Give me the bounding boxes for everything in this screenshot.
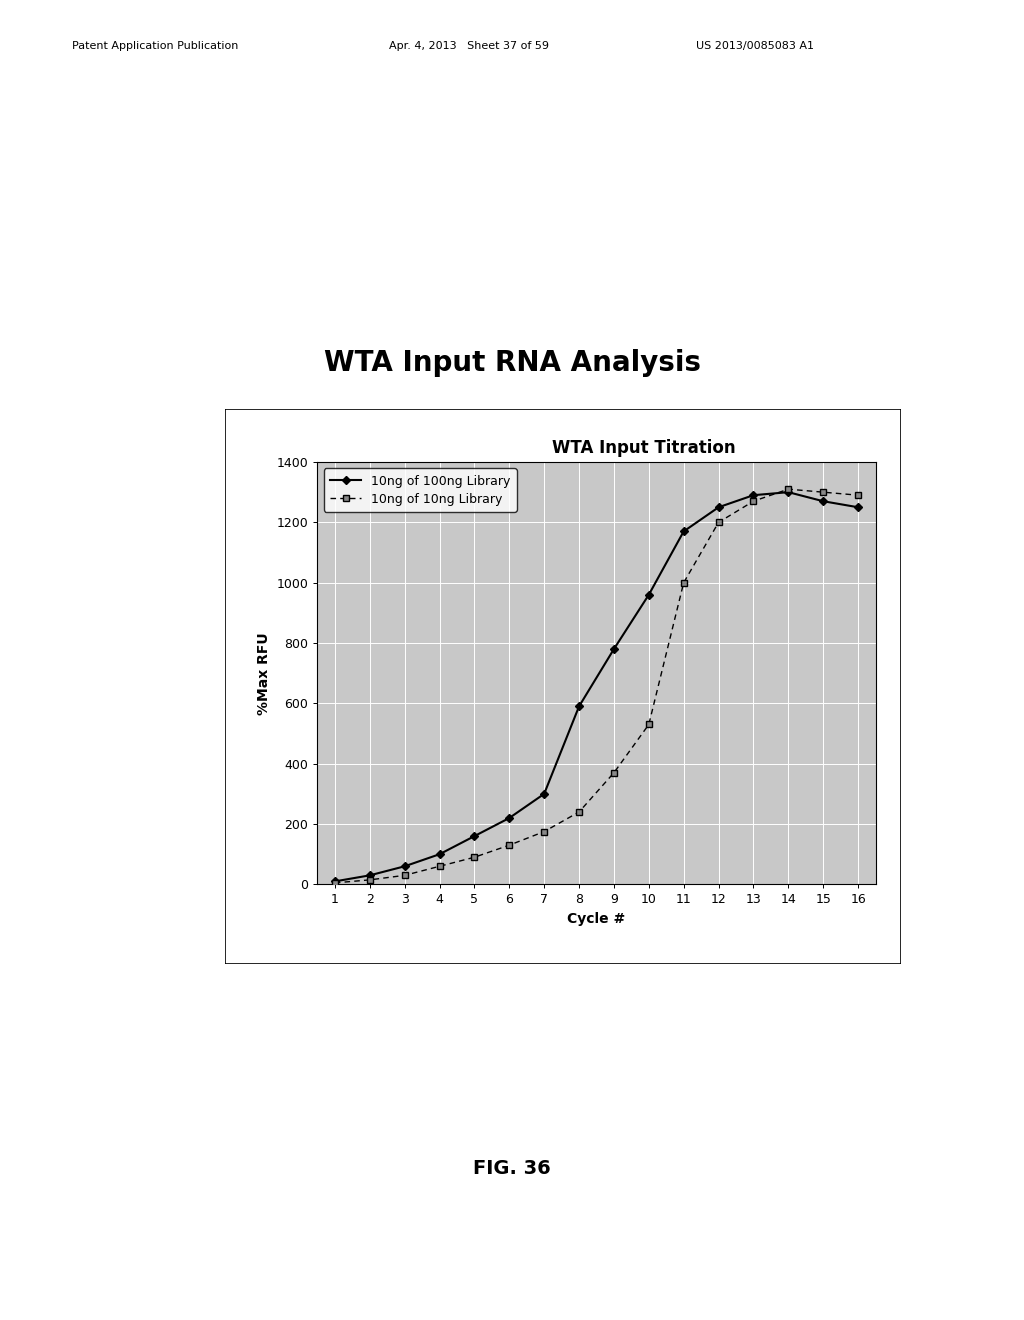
X-axis label: Cycle #: Cycle #: [567, 912, 626, 927]
10ng of 10ng Library: [782, 482, 795, 498]
10ng of 10ng Library: [364, 873, 376, 888]
Text: FIG. 36: FIG. 36: [473, 1159, 551, 1177]
10ng of 100ng Library: [817, 494, 829, 510]
Text: Patent Application Publication: Patent Application Publication: [72, 41, 238, 51]
10ng of 10ng Library: [433, 858, 445, 874]
10ng of 10ng Library: [643, 717, 655, 733]
10ng of 10ng Library: [817, 484, 829, 500]
10ng of 100ng Library: [852, 499, 864, 515]
10ng of 100ng Library: [713, 499, 725, 515]
10ng of 100ng Library: [538, 785, 550, 801]
10ng of 100ng Library: [782, 484, 795, 500]
10ng of 100ng Library: [678, 524, 690, 540]
10ng of 10ng Library: [398, 867, 411, 883]
10ng of 100ng Library: [433, 846, 445, 862]
Text: WTA Input RNA Analysis: WTA Input RNA Analysis: [324, 348, 700, 378]
10ng of 10ng Library: [678, 574, 690, 590]
10ng of 10ng Library: [713, 515, 725, 531]
10ng of 100ng Library: [398, 858, 411, 874]
Text: US 2013/0085083 A1: US 2013/0085083 A1: [696, 41, 814, 51]
10ng of 100ng Library: [608, 642, 621, 657]
Text: WTA Input Titration: WTA Input Titration: [553, 440, 736, 457]
10ng of 100ng Library: [572, 698, 585, 714]
Legend: 10ng of 100ng Library, 10ng of 10ng Library: 10ng of 100ng Library, 10ng of 10ng Libr…: [324, 469, 517, 512]
10ng of 100ng Library: [503, 810, 515, 826]
10ng of 10ng Library: [748, 494, 760, 510]
10ng of 10ng Library: [503, 837, 515, 853]
10ng of 100ng Library: [329, 874, 341, 890]
10ng of 10ng Library: [608, 764, 621, 780]
10ng of 100ng Library: [468, 828, 480, 843]
Line: 10ng of 100ng Library: 10ng of 100ng Library: [332, 488, 861, 884]
10ng of 10ng Library: [538, 824, 550, 840]
10ng of 100ng Library: [643, 587, 655, 603]
10ng of 10ng Library: [329, 875, 341, 891]
Y-axis label: %Max RFU: %Max RFU: [257, 632, 271, 714]
10ng of 100ng Library: [364, 867, 376, 883]
10ng of 10ng Library: [468, 849, 480, 865]
Line: 10ng of 10ng Library: 10ng of 10ng Library: [332, 486, 861, 886]
Text: Apr. 4, 2013   Sheet 37 of 59: Apr. 4, 2013 Sheet 37 of 59: [389, 41, 549, 51]
10ng of 10ng Library: [572, 804, 585, 820]
10ng of 10ng Library: [852, 487, 864, 503]
10ng of 100ng Library: [748, 487, 760, 503]
